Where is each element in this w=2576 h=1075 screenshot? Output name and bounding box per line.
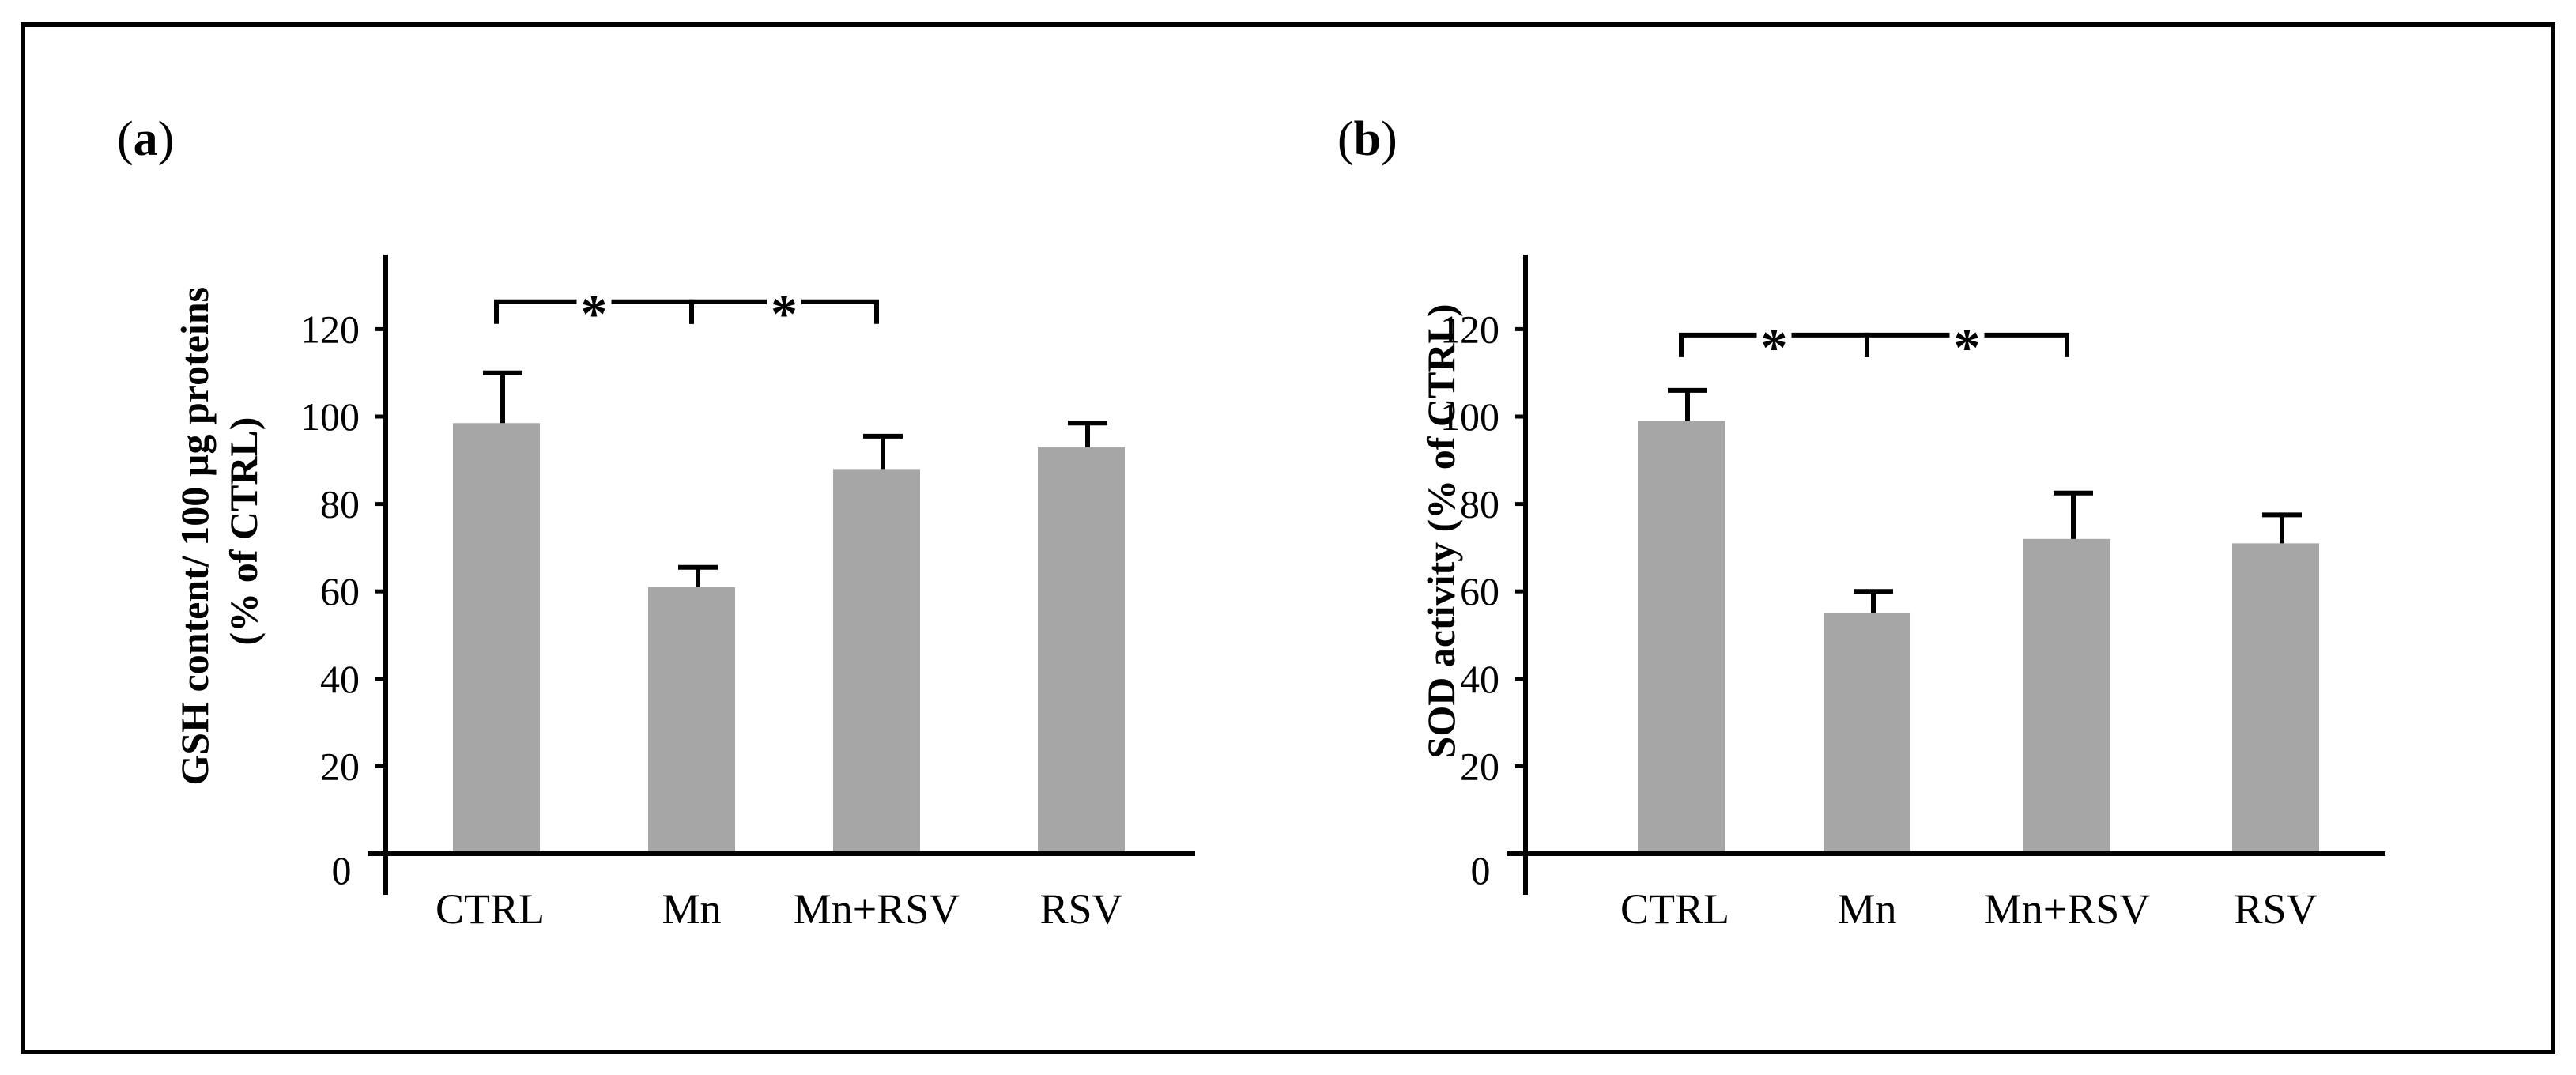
y-tick-label: 40 <box>320 657 360 701</box>
significance-star: * <box>1761 317 1788 377</box>
x-tick-label: CTRL <box>1620 885 1729 933</box>
x-tick-label: RSV <box>2234 885 2317 933</box>
y-tick-label: 20 <box>320 744 360 788</box>
figure-border <box>21 22 2555 1054</box>
x-tick-label: CTRL <box>436 885 545 933</box>
bar-rsv <box>2232 543 2319 854</box>
bar-ctrl <box>1638 421 1725 854</box>
y-tick-label: 60 <box>1460 569 1499 613</box>
bar-rsv <box>1038 447 1125 854</box>
x-tick-label: Mn+RSV <box>1984 885 2151 933</box>
y-tick-label: 100 <box>300 394 360 439</box>
bar-ctrl <box>453 423 540 854</box>
y-axis-label-a-line-1: GSH content/ 100 µg proteins <box>172 287 217 786</box>
error-bar <box>678 564 718 587</box>
error-bar <box>1854 589 1893 613</box>
panel-label-b: (b) <box>1337 112 1397 166</box>
x-tick-label: Mn <box>662 885 721 933</box>
y-axis-label-b-line-1: SOD activity (% of CTRL) <box>1419 304 1463 759</box>
error-bar <box>2054 490 2093 539</box>
y-tick-label: 60 <box>320 569 360 613</box>
panel-label-a: (a) <box>117 112 174 166</box>
significance-star: * <box>771 284 798 344</box>
y-tick-label: 120 <box>300 307 360 351</box>
x-tick-label: RSV <box>1039 885 1122 933</box>
y-tick-label: 40 <box>1460 657 1499 701</box>
y-tick-label: 0 <box>1471 848 1491 892</box>
significance-bracket: * <box>1679 317 1869 377</box>
x-tick-label: Mn <box>1837 885 1896 933</box>
bar-mn <box>1824 613 1910 854</box>
y-axis-label-a-line-2: (% of CTRL) <box>221 417 266 646</box>
significance-star: * <box>581 284 608 344</box>
bar-mn <box>648 587 735 854</box>
y-axis-label-b: SOD activity (% of CTRL) <box>1419 304 1463 759</box>
error-bar <box>483 370 522 424</box>
bar-mn-rsv <box>2023 538 2110 854</box>
y-tick-label: 80 <box>320 482 360 526</box>
y-tick-label: 0 <box>332 848 352 892</box>
y-tick-label: 80 <box>1460 482 1499 526</box>
significance-bracket: * <box>689 284 879 344</box>
y-tick-label: 100 <box>1440 394 1499 439</box>
y-tick-label: 120 <box>1440 307 1499 351</box>
significance-star: * <box>1954 317 1981 377</box>
error-bar <box>2262 512 2302 544</box>
y-axis-label-a: GSH content/ 100 µg proteins (% of CTRL) <box>172 277 266 785</box>
error-bar <box>863 433 903 470</box>
error-bar <box>1668 387 1707 421</box>
chart-panel-a: (a) GSH content/ 100 µg proteins (% of C… <box>117 112 1195 933</box>
y-tick-label: 20 <box>1460 744 1499 788</box>
chart-panel-b: (b) SOD activity (% of CTRL) 0 20 40 60 80 10… <box>1337 112 2385 933</box>
bar-mn-rsv <box>833 469 920 854</box>
error-bar <box>1068 421 1107 447</box>
x-tick-label: Mn+RSV <box>794 885 960 933</box>
significance-bracket: * <box>1865 317 2069 377</box>
